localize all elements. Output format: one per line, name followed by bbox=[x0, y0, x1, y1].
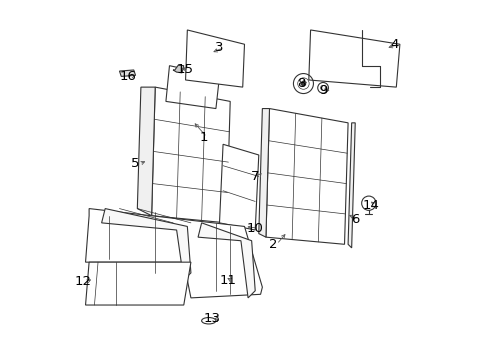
Text: 4: 4 bbox=[389, 38, 398, 51]
Text: 15: 15 bbox=[177, 63, 194, 76]
Polygon shape bbox=[85, 208, 262, 298]
Text: 16: 16 bbox=[120, 70, 137, 83]
Polygon shape bbox=[137, 87, 155, 216]
Text: 8: 8 bbox=[297, 77, 305, 90]
Text: 7: 7 bbox=[250, 170, 259, 183]
Polygon shape bbox=[347, 123, 354, 248]
Polygon shape bbox=[308, 30, 399, 87]
Text: 2: 2 bbox=[268, 238, 277, 251]
Text: 13: 13 bbox=[203, 312, 220, 325]
Polygon shape bbox=[265, 109, 347, 244]
Text: 5: 5 bbox=[131, 157, 140, 170]
Polygon shape bbox=[85, 262, 190, 305]
Polygon shape bbox=[151, 87, 230, 223]
Text: 14: 14 bbox=[362, 198, 379, 212]
Polygon shape bbox=[198, 223, 255, 298]
Polygon shape bbox=[173, 65, 183, 73]
Polygon shape bbox=[102, 208, 190, 280]
Polygon shape bbox=[258, 109, 269, 237]
Polygon shape bbox=[119, 70, 135, 76]
Text: 12: 12 bbox=[74, 275, 91, 288]
Text: 11: 11 bbox=[220, 274, 237, 287]
Circle shape bbox=[301, 81, 305, 86]
Text: 6: 6 bbox=[350, 213, 359, 226]
Text: 1: 1 bbox=[199, 131, 207, 144]
Polygon shape bbox=[219, 144, 258, 230]
Text: 9: 9 bbox=[318, 84, 326, 97]
Text: 3: 3 bbox=[215, 41, 224, 54]
Polygon shape bbox=[185, 30, 244, 87]
Text: 10: 10 bbox=[246, 222, 263, 235]
Polygon shape bbox=[165, 66, 219, 109]
